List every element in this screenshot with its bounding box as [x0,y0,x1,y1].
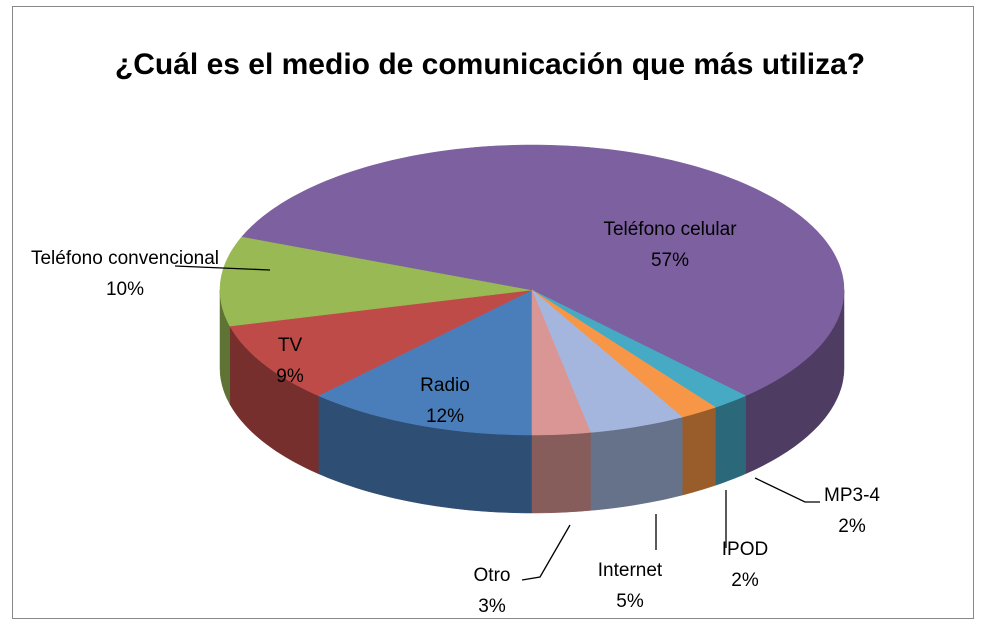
data-label: TV 9% [250,330,330,392]
category-label: Otro [473,565,511,586]
leader-line [521,524,571,581]
value-label: 57% [650,250,690,271]
pie-slice [531,289,591,436]
pie [219,144,845,514]
data-label: Otro 3% [452,560,532,622]
data-label: Teléfono celular 57% [560,214,780,276]
chart-title: ¿Cuál es el medio de comunicación que má… [114,48,866,81]
data-label: IPOD 2% [705,534,785,596]
data-label: Internet 5% [570,555,690,617]
category-label: Teléfono celular [603,219,737,240]
category-label: Internet [597,560,663,581]
category-label: TV [277,335,303,356]
data-label: MP3-4 2% [807,480,897,542]
leader-line [754,477,820,503]
pie-slice [531,289,716,418]
value-label: 3% [478,596,506,617]
pie-side [531,432,591,514]
pie-slice [229,289,533,396]
value-label: 10% [105,279,145,300]
pie-side [682,406,716,496]
value-label: 12% [425,406,465,427]
category-label: IPOD [721,539,769,560]
leader-line [174,265,271,271]
category-label: Radio [420,375,470,396]
pie-slice [531,289,747,408]
value-label: 2% [731,570,759,591]
pie-slice [317,289,533,436]
pie-slice [531,289,683,433]
category-label: Teléfono convencional [30,248,220,269]
value-label: 5% [616,591,644,612]
pie-slice [219,236,533,327]
data-label: Teléfono convencional 10% [25,243,225,305]
category-label: MP3-4 [824,485,880,506]
value-label: 9% [276,366,304,387]
value-label: 2% [838,516,866,537]
data-label: Radio 12% [385,370,505,432]
pie-side [715,395,746,486]
pie-slice [241,144,845,396]
